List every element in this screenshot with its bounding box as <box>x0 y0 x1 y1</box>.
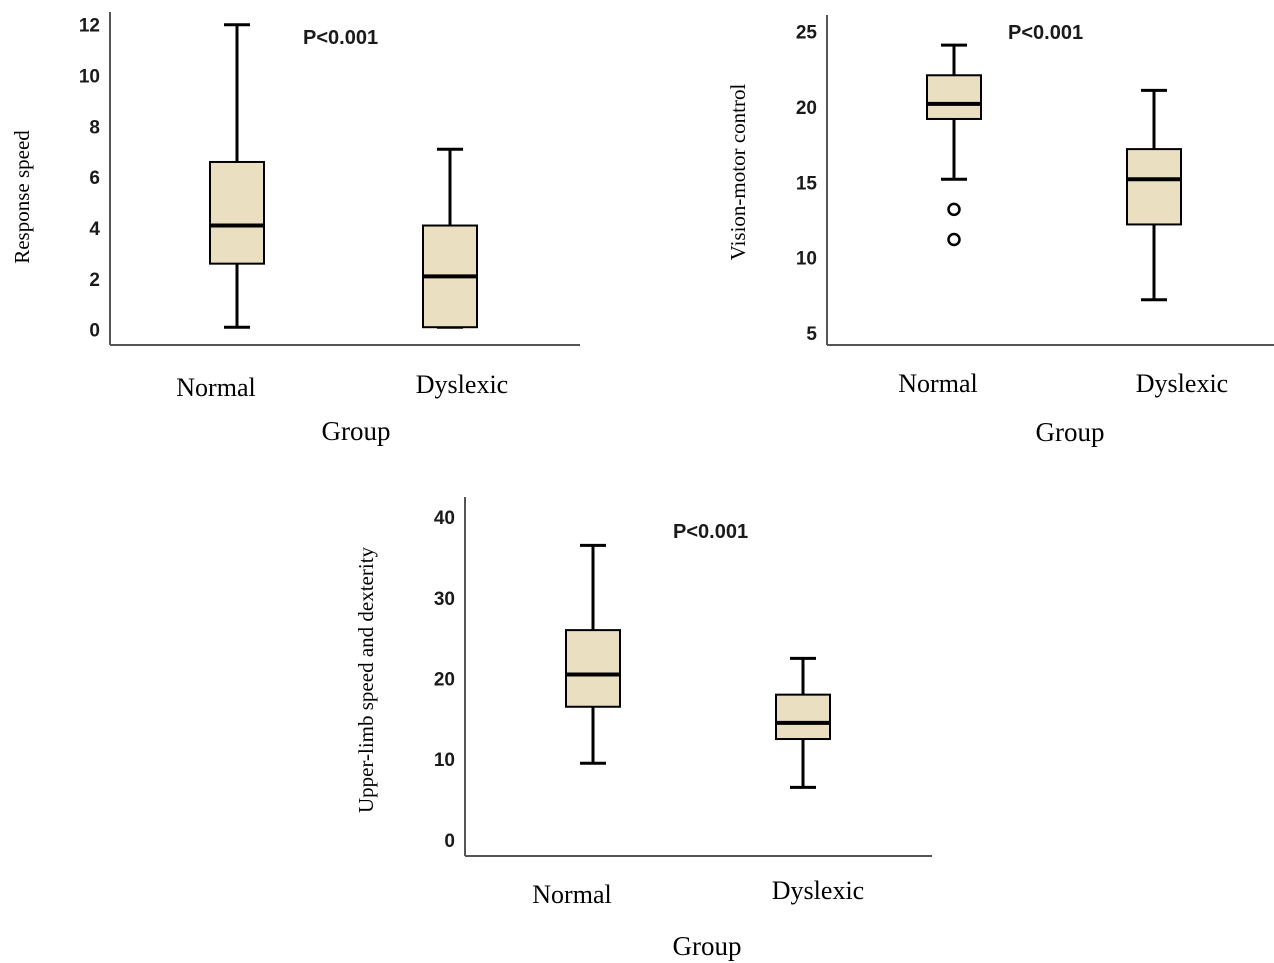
y-tick-label: 2 <box>89 270 100 291</box>
iqr-box <box>1126 148 1182 226</box>
y-tick-labels: 5 10 15 20 25 <box>796 23 818 345</box>
iqr-box <box>209 160 265 265</box>
outlier-point <box>947 202 961 217</box>
category-label-normal: Normal <box>532 880 611 909</box>
box-plots <box>209 23 478 329</box>
category-label-dyslexic: Dyslexic <box>416 370 508 399</box>
x-axis-label: Group <box>322 416 391 446</box>
y-tick-label: 0 <box>89 321 100 342</box>
y-tick-label: 30 <box>434 589 455 610</box>
y-tick-label: 15 <box>796 173 818 194</box>
y-axis-label: Vision-motor control <box>726 84 750 261</box>
y-tick-label: 0 <box>444 831 455 852</box>
category-label-normal: Normal <box>898 369 977 398</box>
y-tick-label: 10 <box>434 750 455 771</box>
box-plots <box>926 43 1182 302</box>
p-value-annotation: P<0.001 <box>673 521 748 543</box>
y-tick-label: 25 <box>796 23 818 44</box>
iqr-box <box>775 693 831 741</box>
box-normal <box>565 543 621 765</box>
category-label-dyslexic: Dyslexic <box>772 876 864 905</box>
y-axis-label: Upper-limb speed and dexterity <box>354 546 378 813</box>
iqr-box <box>926 74 982 120</box>
y-tick-label: 6 <box>89 168 100 189</box>
p-value-annotation: P<0.001 <box>303 27 378 49</box>
category-label-dyslexic: Dyslexic <box>1136 369 1228 398</box>
box-dyslexic <box>422 147 478 329</box>
box-normal <box>926 43 982 247</box>
y-tick-label: 4 <box>89 219 100 240</box>
iqr-box <box>565 629 621 708</box>
y-tick-labels: 0 2 4 6 8 10 12 <box>79 16 101 342</box>
x-axis-label: Group <box>673 931 742 961</box>
y-tick-labels: 0 10 20 30 40 <box>434 508 455 852</box>
box-dyslexic <box>775 656 831 789</box>
y-tick-label: 8 <box>89 117 100 138</box>
y-tick-label: 10 <box>79 67 100 88</box>
x-axis-label: Group <box>1036 417 1105 447</box>
y-tick-label: 10 <box>796 249 817 270</box>
y-tick-label: 20 <box>796 98 817 119</box>
box-dyslexic <box>1126 88 1182 302</box>
y-axis-label: Response speed <box>10 130 34 264</box>
y-tick-label: 20 <box>434 670 455 691</box>
outlier-point <box>947 232 961 247</box>
p-value-annotation: P<0.001 <box>1008 22 1083 44</box>
box-normal <box>209 23 265 329</box>
y-tick-label: 40 <box>434 508 455 529</box>
box-plots <box>565 543 831 789</box>
category-label-normal: Normal <box>176 373 255 402</box>
y-tick-label: 12 <box>79 16 100 37</box>
y-tick-label: 5 <box>806 324 817 345</box>
